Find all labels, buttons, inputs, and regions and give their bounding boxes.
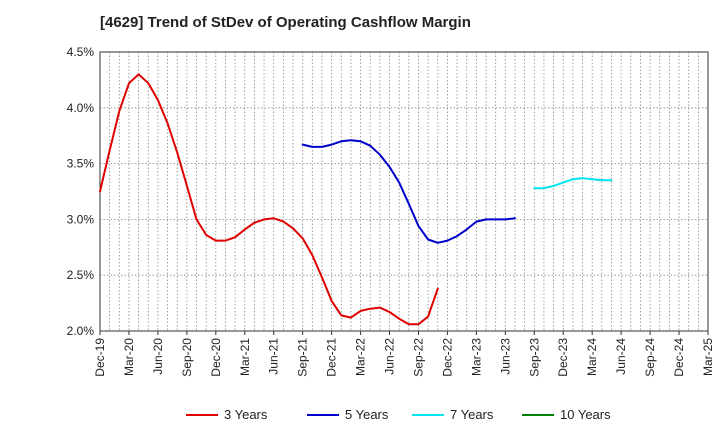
x-tick-label: Jun-24 xyxy=(614,338,628,375)
x-tick-label: Sep-21 xyxy=(296,338,310,377)
legend-label-3-years: 3 Years xyxy=(224,407,268,422)
series-line-5-years xyxy=(301,139,516,244)
x-tick-label: Mar-20 xyxy=(122,338,136,376)
legend-label-5-years: 5 Years xyxy=(345,407,389,422)
x-tick-label: Dec-22 xyxy=(440,338,454,377)
y-tick-label: 4.5% xyxy=(67,45,95,59)
legend-label-7-years: 7 Years xyxy=(450,407,494,422)
x-tick-label: Mar-24 xyxy=(585,338,599,376)
x-tick-label: Jun-21 xyxy=(267,338,281,375)
x-tick-label: Jun-22 xyxy=(383,338,397,375)
y-axis: 2.0% 2.5% 3.0% 3.5% 4.0% 4.5% xyxy=(67,45,95,338)
x-tick-label: Sep-22 xyxy=(411,338,425,377)
series-layer xyxy=(99,73,613,326)
x-tick-label: Mar-25 xyxy=(701,338,715,376)
legend: 3 Years 5 Years 7 Years 10 Years xyxy=(186,407,611,422)
y-tick-label: 2.5% xyxy=(67,268,95,282)
x-tick-label: Dec-21 xyxy=(325,338,339,377)
y-tick-label: 3.0% xyxy=(67,212,95,226)
series-line-3-years xyxy=(99,73,439,326)
x-tick-label: Mar-23 xyxy=(469,338,483,376)
x-tick-label: Dec-20 xyxy=(209,338,223,377)
x-tick-label: Dec-24 xyxy=(672,338,686,377)
x-axis: Dec-19 Mar-20 Jun-20 Sep-20 Dec-20 Mar-21 Jun-… xyxy=(93,331,715,377)
x-tick-label: Sep-20 xyxy=(180,338,194,377)
legend-label-10-years: 10 Years xyxy=(560,407,611,422)
x-tick-label: Dec-23 xyxy=(556,338,570,377)
grid-layer xyxy=(100,52,708,331)
x-tick-label: Sep-23 xyxy=(527,338,541,377)
y-tick-label: 3.5% xyxy=(67,157,95,171)
y-tick-label: 4.0% xyxy=(67,101,95,115)
series-line-7-years xyxy=(533,177,613,190)
x-tick-label: Jun-23 xyxy=(498,338,512,375)
y-tick-label: 2.0% xyxy=(67,324,95,338)
x-tick-label: Sep-24 xyxy=(643,338,657,377)
chart-title: [4629] Trend of StDev of Operating Cashf… xyxy=(100,14,471,31)
x-tick-label: Jun-20 xyxy=(151,338,165,375)
x-tick-label: Mar-22 xyxy=(354,338,368,376)
x-tick-label: Dec-19 xyxy=(93,338,107,377)
x-tick-label: Mar-21 xyxy=(238,338,252,376)
